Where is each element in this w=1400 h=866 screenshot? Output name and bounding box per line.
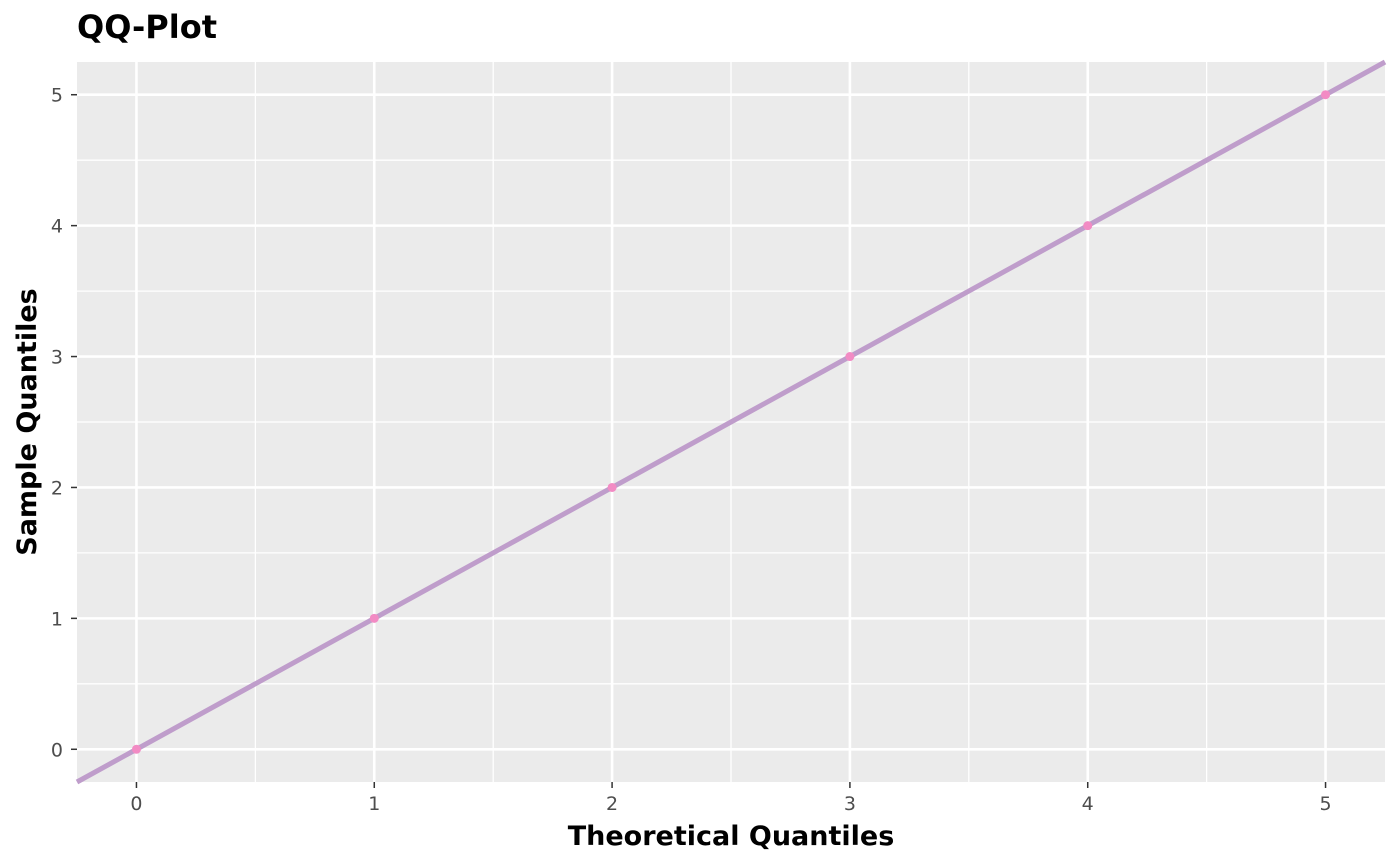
- major-gridlines: [77, 62, 1385, 782]
- y-tick-label: 4: [51, 216, 63, 238]
- data-point: [1083, 221, 1093, 231]
- reference-line: [75, 59, 1387, 785]
- data-point: [607, 482, 617, 492]
- x-tick-label: 1: [368, 793, 380, 815]
- x-tick-label: 3: [844, 793, 856, 815]
- y-tick-label: 3: [51, 347, 63, 369]
- chart-title: QQ-Plot: [77, 8, 217, 46]
- x-tick-label: 2: [606, 793, 618, 815]
- x-axis: 0 1 2 3 4 5: [130, 782, 1332, 815]
- y-tick-label: 2: [51, 477, 63, 499]
- y-tick-label: 1: [51, 608, 63, 630]
- y-tick-label: 5: [51, 85, 63, 107]
- data-point: [1321, 90, 1331, 100]
- data-points: [131, 90, 1331, 754]
- data-point: [845, 352, 855, 362]
- y-tick-label: 0: [51, 739, 63, 761]
- reference-line-group: [75, 59, 1387, 785]
- x-tick-label: 4: [1082, 793, 1094, 815]
- data-point: [369, 613, 379, 623]
- x-tick-label: 5: [1319, 793, 1331, 815]
- x-axis-title: Theoretical Quantiles: [568, 821, 895, 852]
- data-point: [131, 744, 141, 754]
- x-tick-label: 0: [130, 793, 142, 815]
- y-axis-title: Sample Quantiles: [12, 288, 43, 556]
- y-axis: 0 1 2 3 4 5: [51, 85, 77, 761]
